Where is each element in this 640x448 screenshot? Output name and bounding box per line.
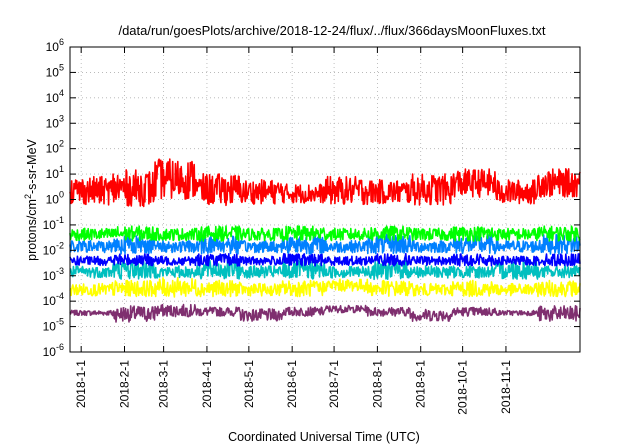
y-tick-label: 10-4 [43, 291, 64, 308]
y-tick-label-exponent: -5 [56, 317, 64, 327]
y-tick-label: 10-5 [43, 317, 64, 334]
y-axis-label-superscript: 2 [23, 194, 33, 199]
y-tick-label-exponent: -4 [56, 291, 64, 301]
y-tick-label: 10-2 [43, 240, 64, 257]
y-tick-label-exponent: -3 [56, 266, 64, 276]
series-line [69, 233, 581, 255]
y-tick-label-exponent: 5 [59, 62, 64, 72]
y-tick-label-base: 10 [43, 294, 57, 308]
y-tick-label-base: 10 [46, 142, 60, 156]
y-tick-label-exponent: 2 [59, 139, 64, 149]
y-tick-label-base: 10 [46, 91, 60, 105]
x-tick-label: 2018-3-1 [157, 360, 171, 408]
series-line [69, 277, 581, 298]
x-tick-label: 2018-1-1 [74, 360, 88, 408]
series-line [69, 259, 581, 281]
y-axis-label-base: protons/cm [25, 199, 39, 261]
y-tick-label: 100 [46, 190, 64, 207]
y-tick-label-exponent: -2 [56, 240, 64, 250]
x-tick-label: 2018-7-1 [327, 360, 341, 408]
y-tick-label: 104 [46, 88, 64, 105]
y-tick-label-exponent: -1 [56, 215, 64, 225]
y-tick-label: 10-1 [43, 215, 64, 232]
y-tick-label-base: 10 [43, 269, 57, 283]
y-tick-label-base: 10 [46, 116, 60, 130]
y-tick-label-exponent: -6 [56, 342, 64, 352]
x-tick-label: 2018-4-1 [200, 360, 214, 408]
y-tick-label-exponent: 6 [59, 37, 64, 47]
y-tick-label: 10-3 [43, 266, 64, 283]
x-tick-label: 2018-8-1 [370, 360, 384, 408]
y-tick-label-base: 10 [43, 243, 57, 257]
x-tick-label: 2018-6-1 [285, 360, 299, 408]
y-tick-label-base: 10 [46, 40, 60, 54]
y-tick-label: 106 [46, 37, 64, 54]
chart-title: /data/run/goesPlots/archive/2018-12-24/f… [118, 23, 545, 38]
y-tick-label: 10-6 [43, 342, 64, 359]
x-tick-label: 2018-11-1 [499, 360, 513, 414]
y-tick-label-base: 10 [43, 320, 57, 334]
y-tick-label-exponent: 0 [59, 190, 64, 200]
y-tick-label: 102 [46, 139, 64, 156]
y-tick-label-exponent: 1 [59, 164, 64, 174]
y-axis: 10-610-510-410-310-210-11001011021031041… [43, 37, 580, 359]
x-tick-label: 2018-10-1 [456, 360, 470, 415]
series-line [69, 252, 581, 267]
series-line [69, 225, 581, 242]
y-tick-label-base: 10 [43, 218, 57, 232]
series-group [69, 158, 581, 323]
y-axis-label: protons/cm2-s-sr-MeV [23, 138, 39, 260]
y-tick-label: 105 [46, 62, 64, 79]
y-tick-label: 101 [46, 164, 64, 181]
x-tick-label: 2018-5-1 [242, 360, 256, 408]
y-tick-label-exponent: 3 [59, 113, 64, 123]
x-axis: 2018-1-1 2018-2-1 2018-3-1 2018-4-1 2018-5-1… [74, 47, 513, 415]
y-tick-label-base: 10 [46, 193, 60, 207]
x-tick-label: 2018-2-1 [117, 360, 131, 408]
y-axis-label-units: -s-sr-MeV [25, 138, 39, 194]
x-tick-label: 2018-9-1 [414, 360, 428, 408]
series-line [69, 158, 581, 208]
y-tick-label-base: 10 [46, 167, 60, 181]
y-tick-label-exponent: 4 [59, 88, 64, 98]
x-axis-label: Coordinated Universal Time (UTC) [228, 430, 420, 444]
y-tick-label: 103 [46, 113, 64, 130]
series-line [69, 303, 581, 323]
y-tick-label-base: 10 [46, 65, 60, 79]
y-tick-label-base: 10 [43, 345, 57, 359]
